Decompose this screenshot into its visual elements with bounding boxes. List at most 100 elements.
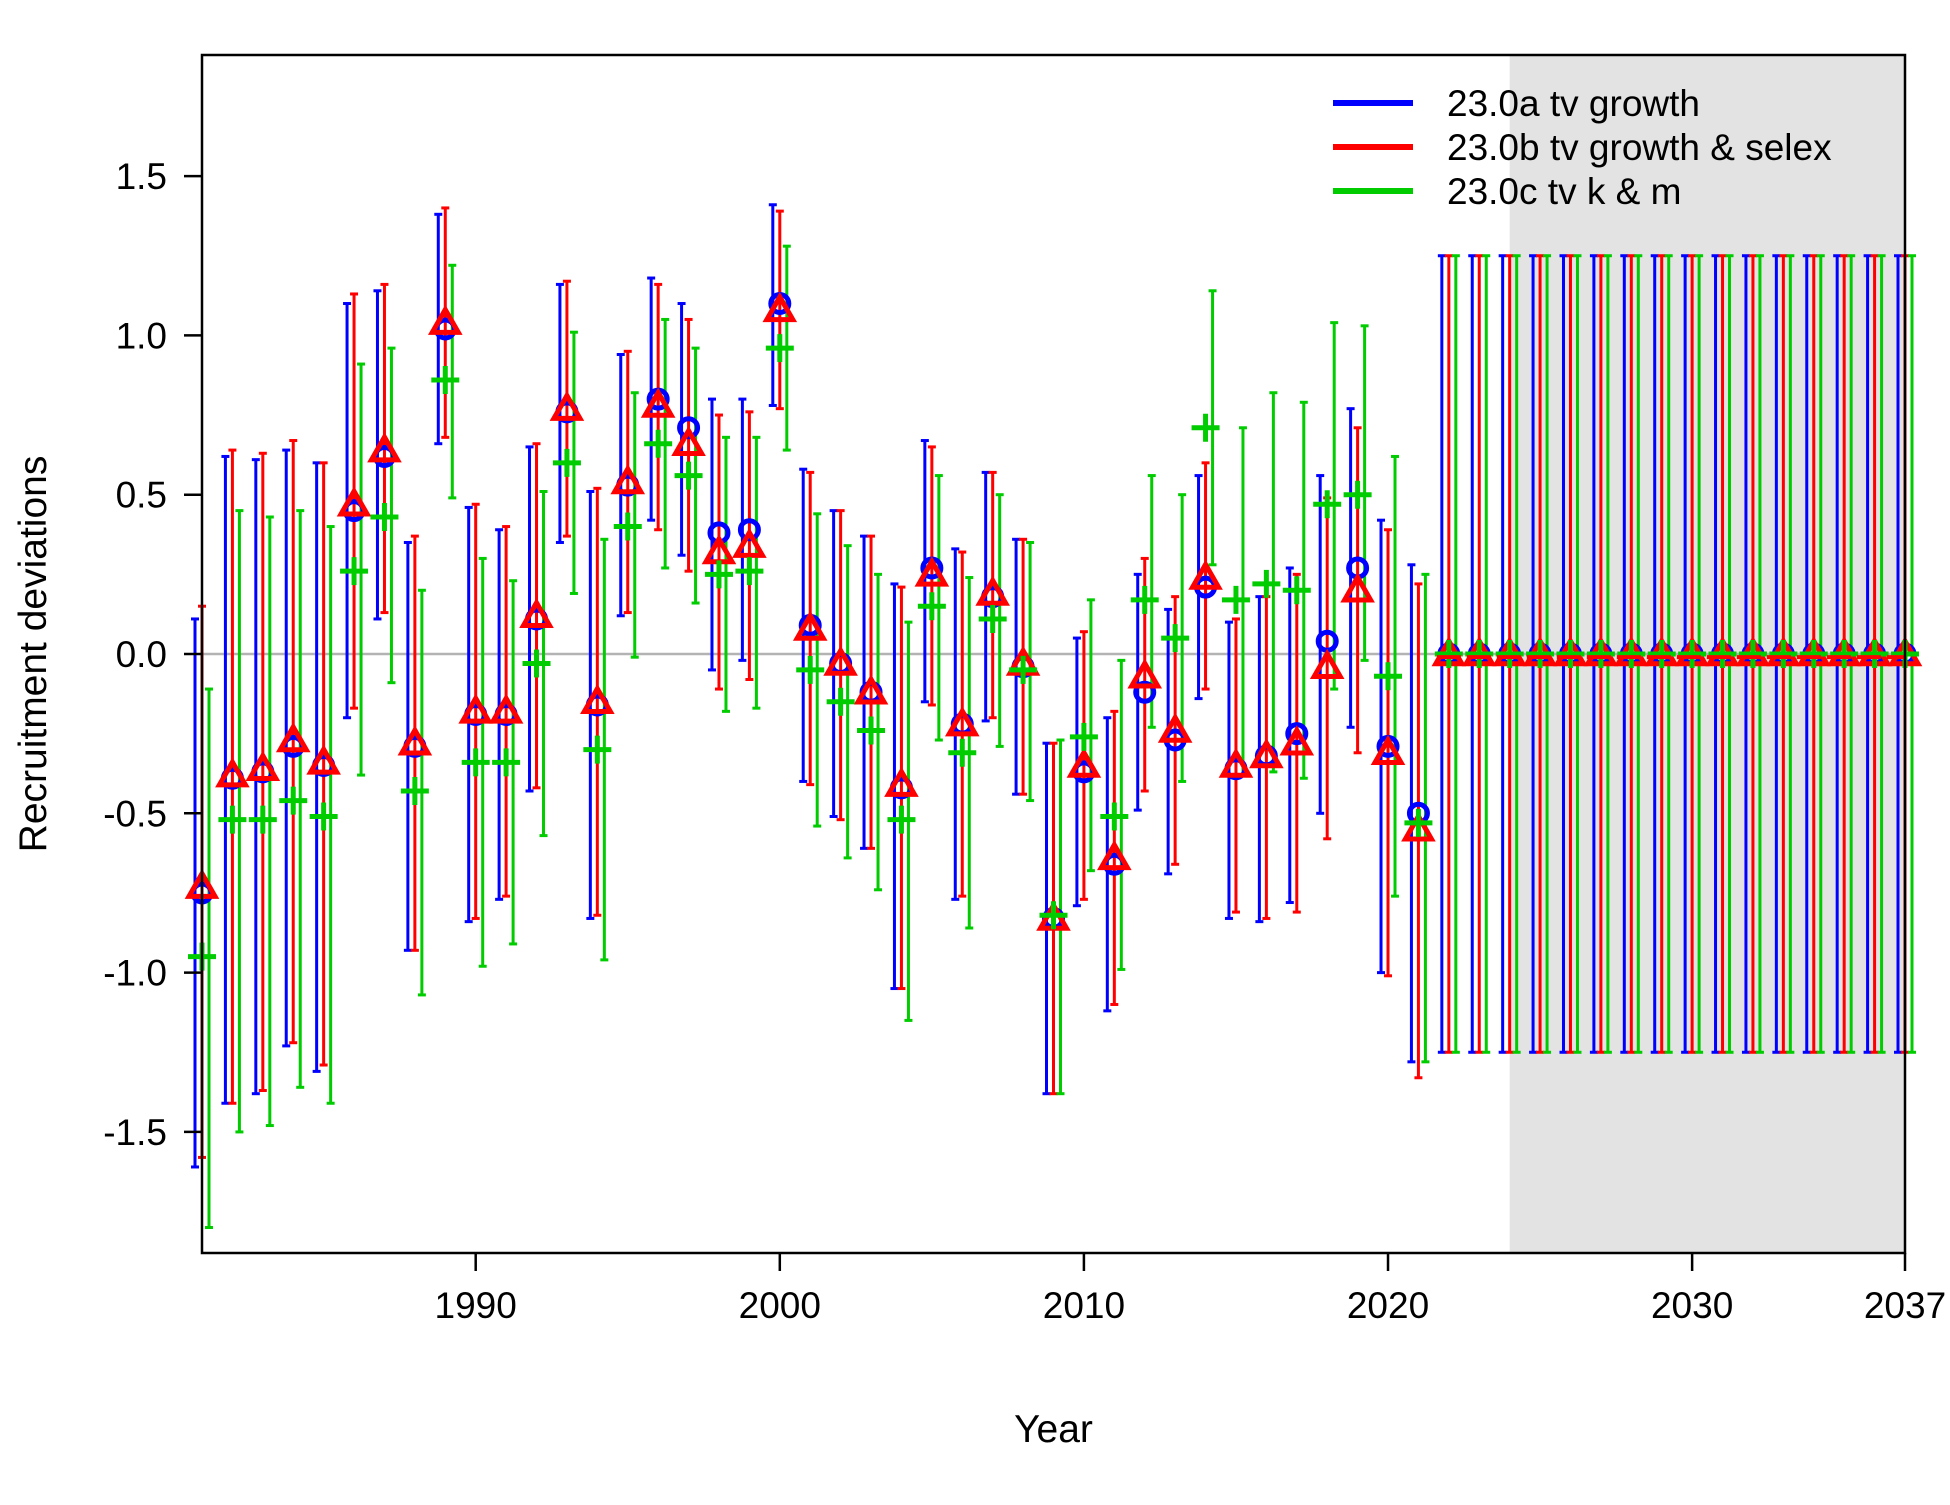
data-point (1279, 725, 1315, 756)
data-point (431, 365, 460, 394)
legend-label: 23.0b tv growth & selex (1447, 127, 1832, 168)
data-point (549, 390, 585, 421)
data-point (218, 805, 247, 834)
data-point (1100, 802, 1129, 831)
data-point (1343, 480, 1372, 509)
interval-bar (745, 410, 754, 681)
legend-item: 23.0c tv k & m (1333, 171, 1681, 212)
data-point (1401, 811, 1436, 842)
data-point (1556, 640, 1585, 668)
markers-layer (184, 291, 1923, 971)
interval-bar (988, 470, 997, 720)
data-point (1708, 640, 1737, 668)
interval-bar (806, 470, 815, 787)
interval-bar (593, 486, 602, 917)
data-point (309, 802, 338, 831)
interval-bar (867, 534, 876, 850)
interval-bar (471, 502, 480, 920)
data-point (1191, 413, 1220, 442)
interval-bar (562, 279, 571, 538)
data-point (583, 735, 612, 764)
data-point (677, 416, 701, 440)
interval-bar (897, 585, 906, 991)
data-point (1309, 648, 1345, 679)
data-point (522, 649, 551, 678)
interval-bar (714, 413, 723, 691)
y-tick-label: 0.0 (116, 634, 167, 675)
data-point (1434, 640, 1463, 668)
data-point (917, 592, 946, 621)
data-point (1738, 640, 1767, 668)
data-point (1127, 658, 1163, 689)
data-point (1009, 655, 1038, 684)
data-point (1374, 662, 1403, 691)
data-point (671, 425, 706, 456)
y-tick-label: -1.5 (103, 1112, 167, 1153)
data-point (1221, 585, 1250, 614)
data-point (458, 693, 494, 724)
y-tick-label: 1.5 (116, 156, 167, 197)
interval-bar (410, 534, 419, 952)
interval-bar (836, 509, 845, 822)
x-tick-label: 2037 (1864, 1285, 1946, 1326)
data-point (340, 557, 369, 586)
data-point (400, 777, 429, 806)
data-point (492, 748, 521, 777)
data-point (1285, 722, 1309, 746)
data-point (1860, 640, 1889, 668)
data-point (580, 683, 615, 715)
data-point (1097, 839, 1132, 871)
data-point (975, 575, 1010, 606)
x-tick-label: 2030 (1651, 1285, 1733, 1326)
data-point (370, 502, 399, 531)
data-point (1647, 640, 1676, 668)
data-point (461, 748, 490, 777)
data-point (1678, 640, 1707, 668)
data-point (914, 556, 950, 587)
data-point (488, 693, 524, 724)
data-point (336, 486, 372, 517)
data-point (640, 387, 676, 418)
data-point (1130, 585, 1159, 614)
data-point (1586, 640, 1615, 668)
data-point (552, 448, 581, 477)
data-point (884, 766, 919, 797)
data-point (1039, 901, 1068, 930)
legend-label: 23.0c tv k & m (1447, 171, 1681, 212)
interval-bar (502, 525, 511, 898)
data-point (1066, 747, 1102, 778)
data-point (1495, 640, 1524, 668)
data-point (1370, 734, 1406, 766)
data-point (397, 725, 433, 756)
data-point (215, 757, 250, 788)
data-point (248, 805, 277, 834)
interval-bar (289, 439, 298, 1045)
interval-bar (623, 349, 632, 615)
interval-bar (1384, 528, 1393, 978)
data-point (610, 463, 646, 495)
data-point (704, 560, 733, 589)
y-tick-label: -0.5 (103, 793, 167, 834)
interval-bar (1231, 617, 1240, 914)
data-point (796, 655, 825, 684)
interval-bar (228, 448, 237, 1105)
interval-bar (958, 550, 967, 898)
legend-item: 23.0b tv growth & selex (1333, 127, 1832, 168)
y-axis-title: Recruitment deviations (12, 456, 55, 853)
interval-bar (684, 317, 693, 573)
x-tick-label: 2020 (1347, 1285, 1429, 1326)
data-point (735, 557, 764, 586)
data-point (367, 432, 402, 463)
x-axis-title: Year (1014, 1408, 1093, 1451)
y-axis: -1.5 -1.0 -0.5 0.0 0.5 1.0 1.5 (103, 156, 202, 1153)
data-point (613, 512, 642, 541)
data-point (1465, 640, 1494, 668)
data-point (765, 334, 794, 363)
data-point (1830, 640, 1859, 668)
data-point (1799, 640, 1828, 668)
data-point (279, 786, 308, 815)
interval-bar (319, 461, 328, 1067)
